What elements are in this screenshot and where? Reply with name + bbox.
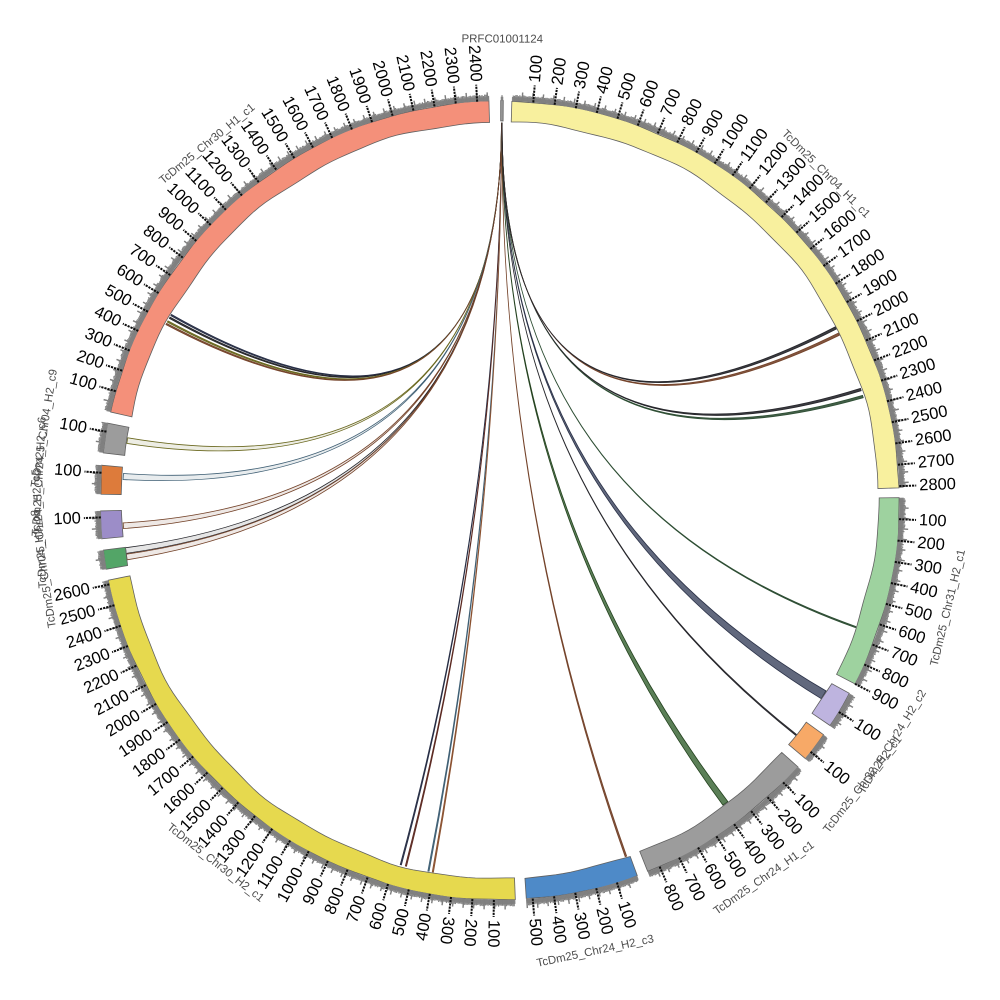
svg-text:2800: 2800 (919, 475, 956, 494)
svg-text:300: 300 (913, 556, 943, 578)
svg-text:2200: 2200 (416, 49, 440, 88)
svg-text:100: 100 (53, 509, 81, 528)
svg-text:2700: 2700 (917, 451, 955, 472)
svg-text:400: 400 (909, 578, 940, 601)
svg-text:300: 300 (570, 911, 593, 941)
svg-text:200: 200 (916, 534, 945, 555)
svg-text:100: 100 (53, 460, 82, 480)
svg-text:300: 300 (436, 916, 457, 946)
svg-text:100: 100 (58, 415, 88, 437)
svg-text:PRFC01001124: PRFC01001124 (461, 33, 543, 45)
svg-text:500: 500 (389, 907, 413, 938)
svg-text:400: 400 (413, 912, 436, 942)
svg-text:2600: 2600 (914, 426, 953, 449)
svg-text:200: 200 (548, 56, 570, 86)
svg-text:2400: 2400 (465, 45, 485, 83)
svg-text:100: 100 (526, 54, 546, 83)
svg-text:300: 300 (571, 60, 594, 90)
svg-text:100: 100 (919, 511, 947, 530)
svg-text:100: 100 (484, 920, 502, 948)
svg-text:200: 200 (460, 918, 480, 947)
svg-text:2300: 2300 (441, 46, 463, 84)
svg-text:500: 500 (525, 918, 545, 947)
svg-text:400: 400 (548, 915, 570, 945)
